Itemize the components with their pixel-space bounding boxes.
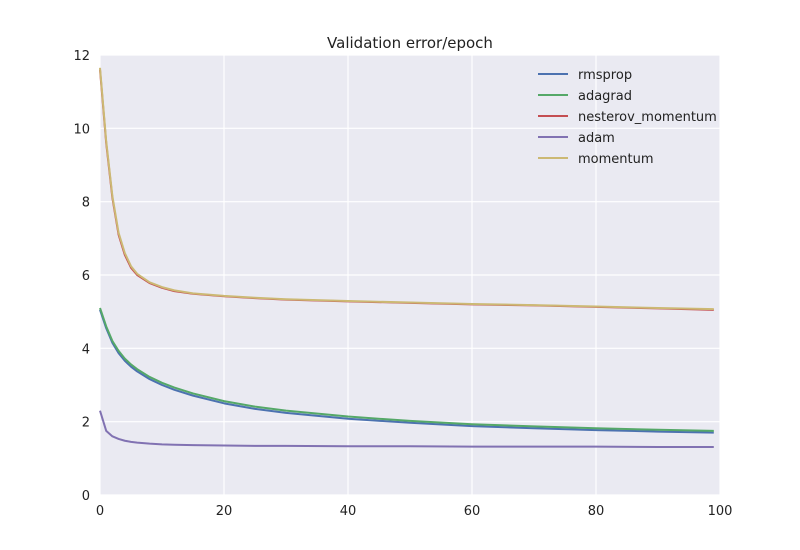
x-tick-label: 60 [464,504,481,519]
y-tick-label: 12 [73,49,90,64]
grid [99,54,721,496]
y-tick-label: 0 [82,489,90,504]
series-line-rmsprop [99,309,714,434]
y-tick-label: 8 [82,196,90,211]
chart-title: Validation error/epoch [327,34,493,52]
legend-label: adagrad [578,89,632,104]
y-tick-label: 2 [82,416,90,431]
x-tick-label: 100 [708,504,733,519]
y-tick-label: 10 [73,122,90,137]
legend-label: momentum [578,152,654,167]
y-tick-label: 6 [82,269,90,284]
series-lines [99,67,714,448]
x-tick-label: 80 [588,504,605,519]
legend-label: adam [578,131,615,146]
x-tick-label: 40 [340,504,357,519]
x-tick-label: 0 [96,504,104,519]
tick-labels: 0 20 40 60 80 100 0 2 4 6 8 10 12 [73,49,732,519]
legend-label: rmsprop [578,68,632,83]
series-line-momentum [99,67,714,311]
y-tick-label: 4 [82,342,90,357]
x-tick-label: 20 [216,504,233,519]
series-line-adagrad [99,307,714,432]
legend-label: nesterov_momentum [578,110,717,125]
series-line-adam [99,410,714,448]
